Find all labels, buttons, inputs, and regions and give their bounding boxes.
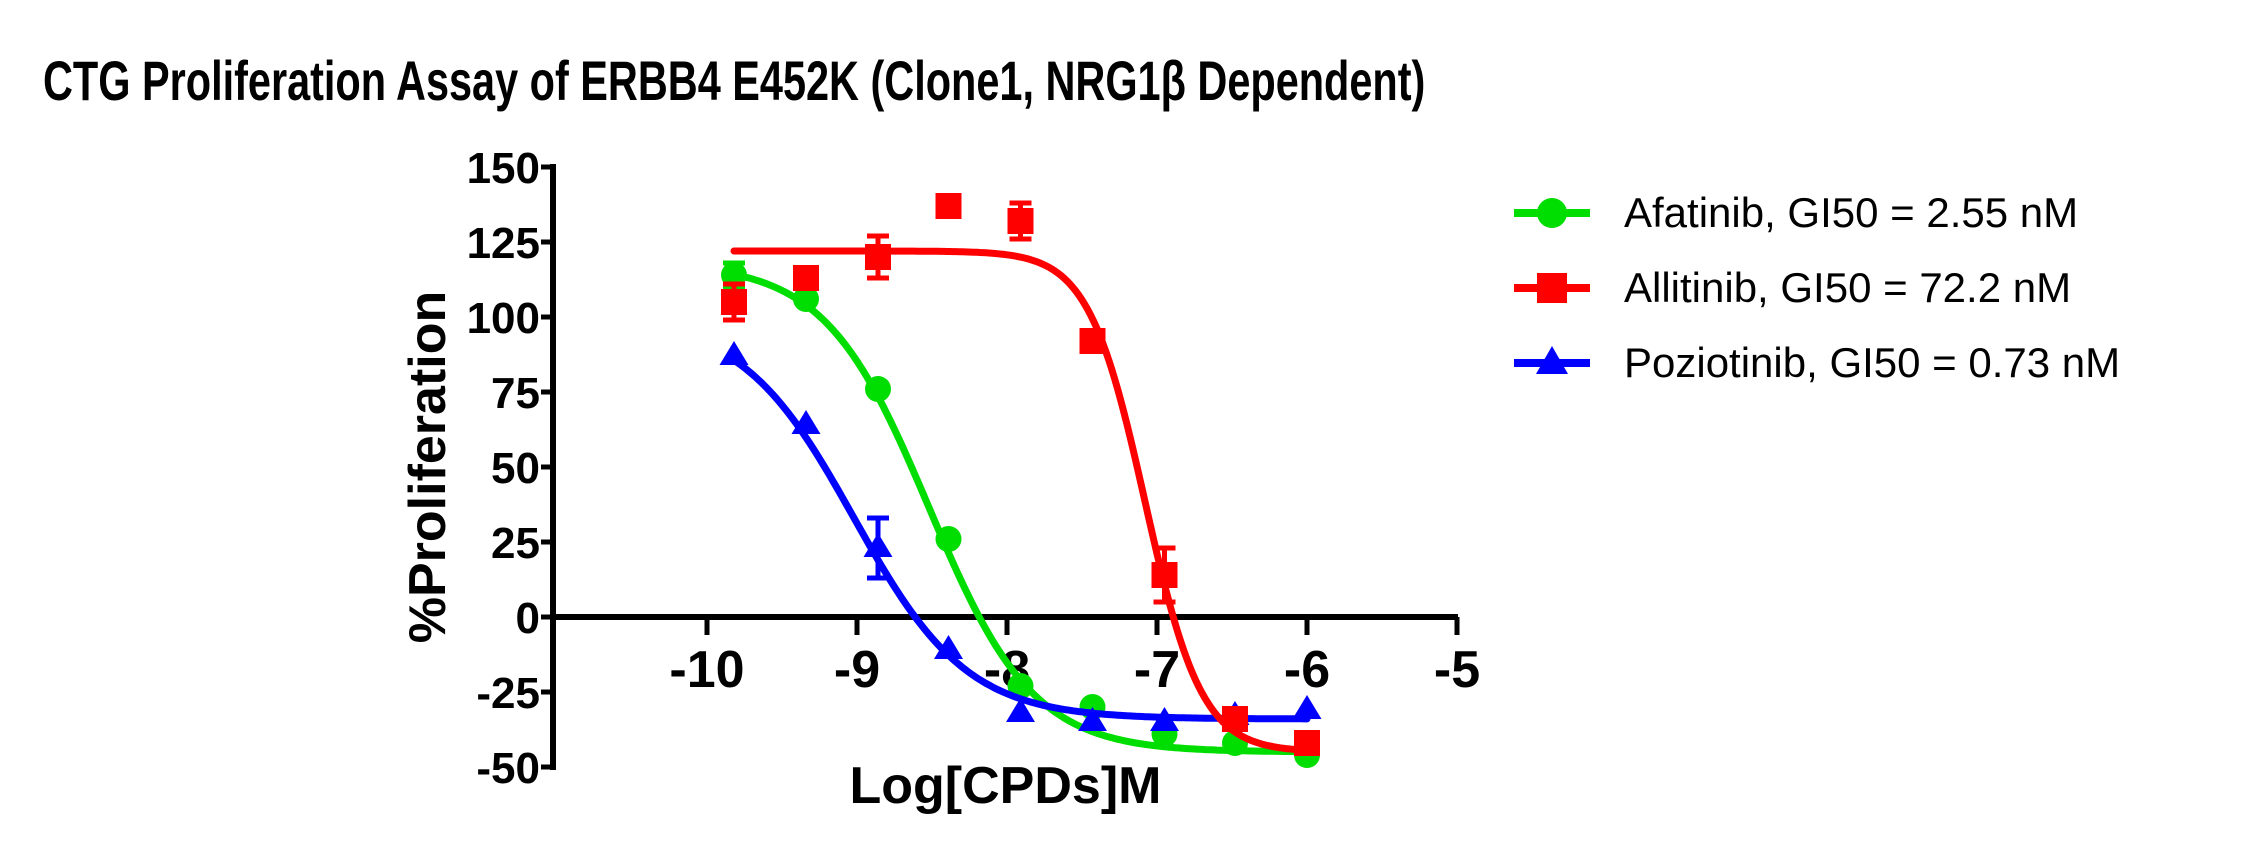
x-axis-title: Log[CPDs]M (850, 757, 1162, 815)
allitinib-data-point (721, 289, 747, 315)
y-tick-label: -25 (476, 669, 540, 718)
poziotinib-data-point (934, 635, 963, 659)
x-tick-label: -5 (1434, 641, 1480, 699)
poziotinib-triangle-marker-icon (1512, 341, 1592, 385)
allitinib-data-point (793, 265, 819, 291)
poziotinib-data-point (791, 410, 821, 434)
allitinib-data-point (935, 193, 962, 219)
poziotinib-data-point (863, 533, 893, 557)
allitinib-data-point (1079, 328, 1106, 354)
square-marker-glyph (1514, 272, 1590, 303)
afatinib-data-point (793, 286, 819, 312)
circle-marker-glyph (1514, 197, 1590, 228)
poziotinib-data-point (1150, 707, 1179, 731)
afatinib-data-point (865, 376, 891, 402)
y-tick-label: 150 (467, 144, 540, 193)
legend-row-poziotinib: Poziotinib, GI50 = 0.73 nM (1512, 325, 2120, 400)
legend-row-allitinib: Allitinib, GI50 = 72.2 nM (1512, 250, 2120, 325)
y-tick-label: 25 (491, 519, 540, 568)
y-tick-label: 50 (491, 444, 540, 493)
legend-label-poziotinib: Poziotinib, GI50 = 0.73 nM (1624, 338, 2121, 386)
y-tick-label: 125 (467, 219, 540, 268)
afatinib-data-point (935, 526, 962, 552)
y-tick-label: -50 (476, 744, 540, 793)
poziotinib-data-point (1078, 707, 1107, 731)
allitinib-data-point (1151, 562, 1178, 588)
y-tick-label: 100 (467, 294, 540, 343)
afatinib-circle-marker-icon (1512, 191, 1592, 235)
poziotinib-data-point (1292, 695, 1322, 719)
allitinib-data-point (1222, 706, 1248, 732)
x-tick-label: -6 (1284, 641, 1330, 699)
allitinib-fit-curve (730, 247, 1311, 754)
x-tick-label: -9 (834, 641, 880, 699)
legend-row-afatinib: Afatinib, GI50 = 2.55 nM (1512, 175, 2120, 250)
y-tick-label: 0 (516, 594, 540, 643)
y-tick-label: 75 (491, 369, 540, 418)
x-tick-label: -10 (669, 641, 744, 699)
x-tick-label: -7 (1134, 641, 1180, 699)
page-title: CTG Proliferation Assay of ERBB4 E452K (… (43, 49, 1426, 112)
allitinib-data-point (865, 244, 891, 270)
legend-label-afatinib: Afatinib, GI50 = 2.55 nM (1624, 188, 2079, 236)
poziotinib-data-point (1006, 698, 1035, 722)
allitinib-data-point (1007, 208, 1034, 234)
poziotinib-data-point (719, 341, 749, 365)
legend: Afatinib, GI50 = 2.55 nM Allitinib, GI50… (1512, 175, 2120, 400)
triangle-marker-glyph (1514, 345, 1590, 374)
afatinib-data-point (1007, 673, 1034, 699)
legend-label-allitinib: Allitinib, GI50 = 72.2 nM (1624, 263, 2072, 311)
y-axis-title: %Proliferation (399, 291, 457, 644)
allitinib-data-point (1294, 730, 1320, 756)
allitinib-square-marker-icon (1512, 266, 1592, 310)
